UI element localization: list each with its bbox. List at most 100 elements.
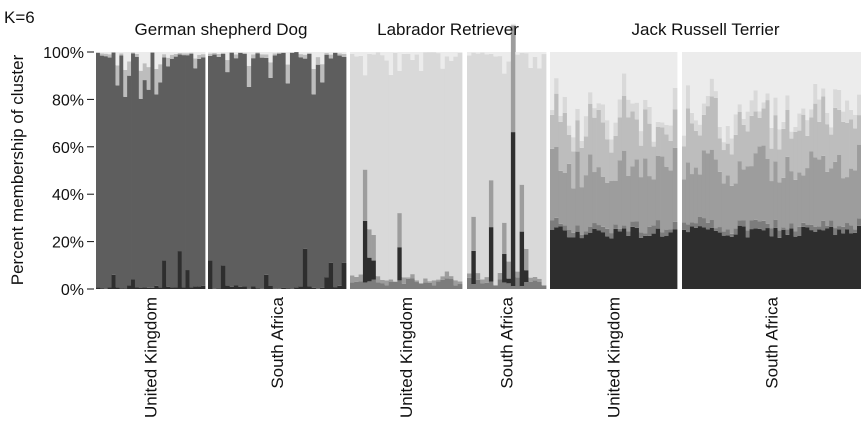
corner-label: K=6 <box>4 8 35 27</box>
bar-segment <box>821 155 826 221</box>
individual-bar <box>562 52 568 289</box>
bar-segment <box>857 144 861 219</box>
bar-segment <box>638 52 644 132</box>
bar-segment <box>384 280 390 286</box>
bar-segment <box>558 170 564 224</box>
bar-segment <box>238 286 243 289</box>
bar-segment <box>189 52 194 54</box>
individual-bar <box>789 52 794 289</box>
bar-segment <box>845 177 850 224</box>
bar-segment <box>713 228 719 231</box>
bar-segment <box>371 279 377 289</box>
bar-segment <box>142 52 147 64</box>
bar-segment <box>621 225 627 229</box>
bar-segment <box>845 100 850 123</box>
individual-bar <box>634 52 640 289</box>
bar-segment <box>757 146 762 222</box>
bar-segment <box>510 286 516 289</box>
individual-bar <box>154 52 159 289</box>
bar-segment <box>197 54 202 59</box>
bar-segment <box>717 232 723 289</box>
bar-segment <box>493 284 499 286</box>
bar-segment <box>697 52 703 125</box>
bar-segment <box>453 285 459 289</box>
bar-segment <box>672 87 678 110</box>
bar-segment <box>609 152 614 182</box>
population-panel <box>96 52 206 289</box>
individual-bar <box>777 52 782 289</box>
bar-segment <box>189 52 194 53</box>
bar-segment <box>634 159 640 222</box>
bar-segment <box>709 96 715 150</box>
bar-segment <box>488 53 494 181</box>
individual-bar <box>216 52 222 289</box>
bar-segment <box>484 52 490 55</box>
bar-segment <box>242 53 248 287</box>
bar-segment <box>575 108 581 121</box>
bar-segment <box>302 52 308 55</box>
bar-segment <box>449 52 454 61</box>
individual-bar <box>193 52 198 289</box>
bar-segment <box>813 157 818 227</box>
individual-bar <box>697 52 703 289</box>
bar-segment <box>449 276 454 280</box>
bar-segment <box>705 95 711 107</box>
individual-bar <box>749 52 754 289</box>
individual-bar <box>410 52 416 289</box>
bar-segment <box>298 54 304 58</box>
bar-segment <box>233 52 239 55</box>
bar-segment <box>837 229 842 289</box>
bar-segment <box>467 277 472 289</box>
bar-segment <box>367 52 372 54</box>
bar-segment <box>638 145 644 178</box>
bar-segment <box>328 54 334 59</box>
bar-segment <box>341 52 347 54</box>
bar-segment <box>833 52 838 90</box>
individual-bar <box>388 52 394 289</box>
bar-segment <box>173 287 179 289</box>
bar-segment <box>272 52 278 54</box>
bar-segment <box>668 52 674 126</box>
bar-segment <box>123 288 128 289</box>
bar-segment <box>853 52 858 115</box>
population-panel <box>682 52 861 289</box>
bar-segment <box>825 225 830 229</box>
bar-segment <box>566 163 572 230</box>
bar-segment <box>773 161 778 220</box>
bar-segment <box>660 127 665 157</box>
bar-segment <box>773 219 778 228</box>
bar-segment <box>311 287 317 289</box>
bar-segment <box>693 120 699 131</box>
bar-segment <box>350 53 355 276</box>
bar-segment <box>753 52 758 91</box>
bar-segment <box>107 52 112 55</box>
bar-segment <box>664 134 669 167</box>
bar-segment <box>541 285 547 286</box>
bar-segment <box>579 238 585 289</box>
bar-segment <box>592 228 597 289</box>
bar-segment <box>705 106 711 154</box>
bar-segment <box>737 111 743 162</box>
individual-bar <box>583 52 589 289</box>
individual-bar <box>575 52 581 289</box>
bar-segment <box>302 54 308 59</box>
bar-segment <box>371 54 377 235</box>
bar-segment <box>410 52 416 60</box>
individual-bar <box>119 52 124 289</box>
breed-label: German shepherd Dog <box>135 20 308 39</box>
bar-segment <box>701 227 707 289</box>
bar-segment <box>575 231 581 289</box>
bar-segment <box>406 278 411 289</box>
individual-bar <box>449 52 454 289</box>
bar-segment <box>515 54 521 272</box>
bar-segment <box>630 111 636 167</box>
bar-segment <box>550 148 555 221</box>
bar-segment <box>809 151 814 225</box>
bar-segment <box>123 69 128 97</box>
individual-bar <box>138 52 144 289</box>
bar-segment <box>242 52 248 54</box>
bar-segment <box>488 281 494 289</box>
bar-segment <box>162 260 167 289</box>
individual-bar <box>99 52 105 289</box>
bar-segment <box>805 135 810 169</box>
